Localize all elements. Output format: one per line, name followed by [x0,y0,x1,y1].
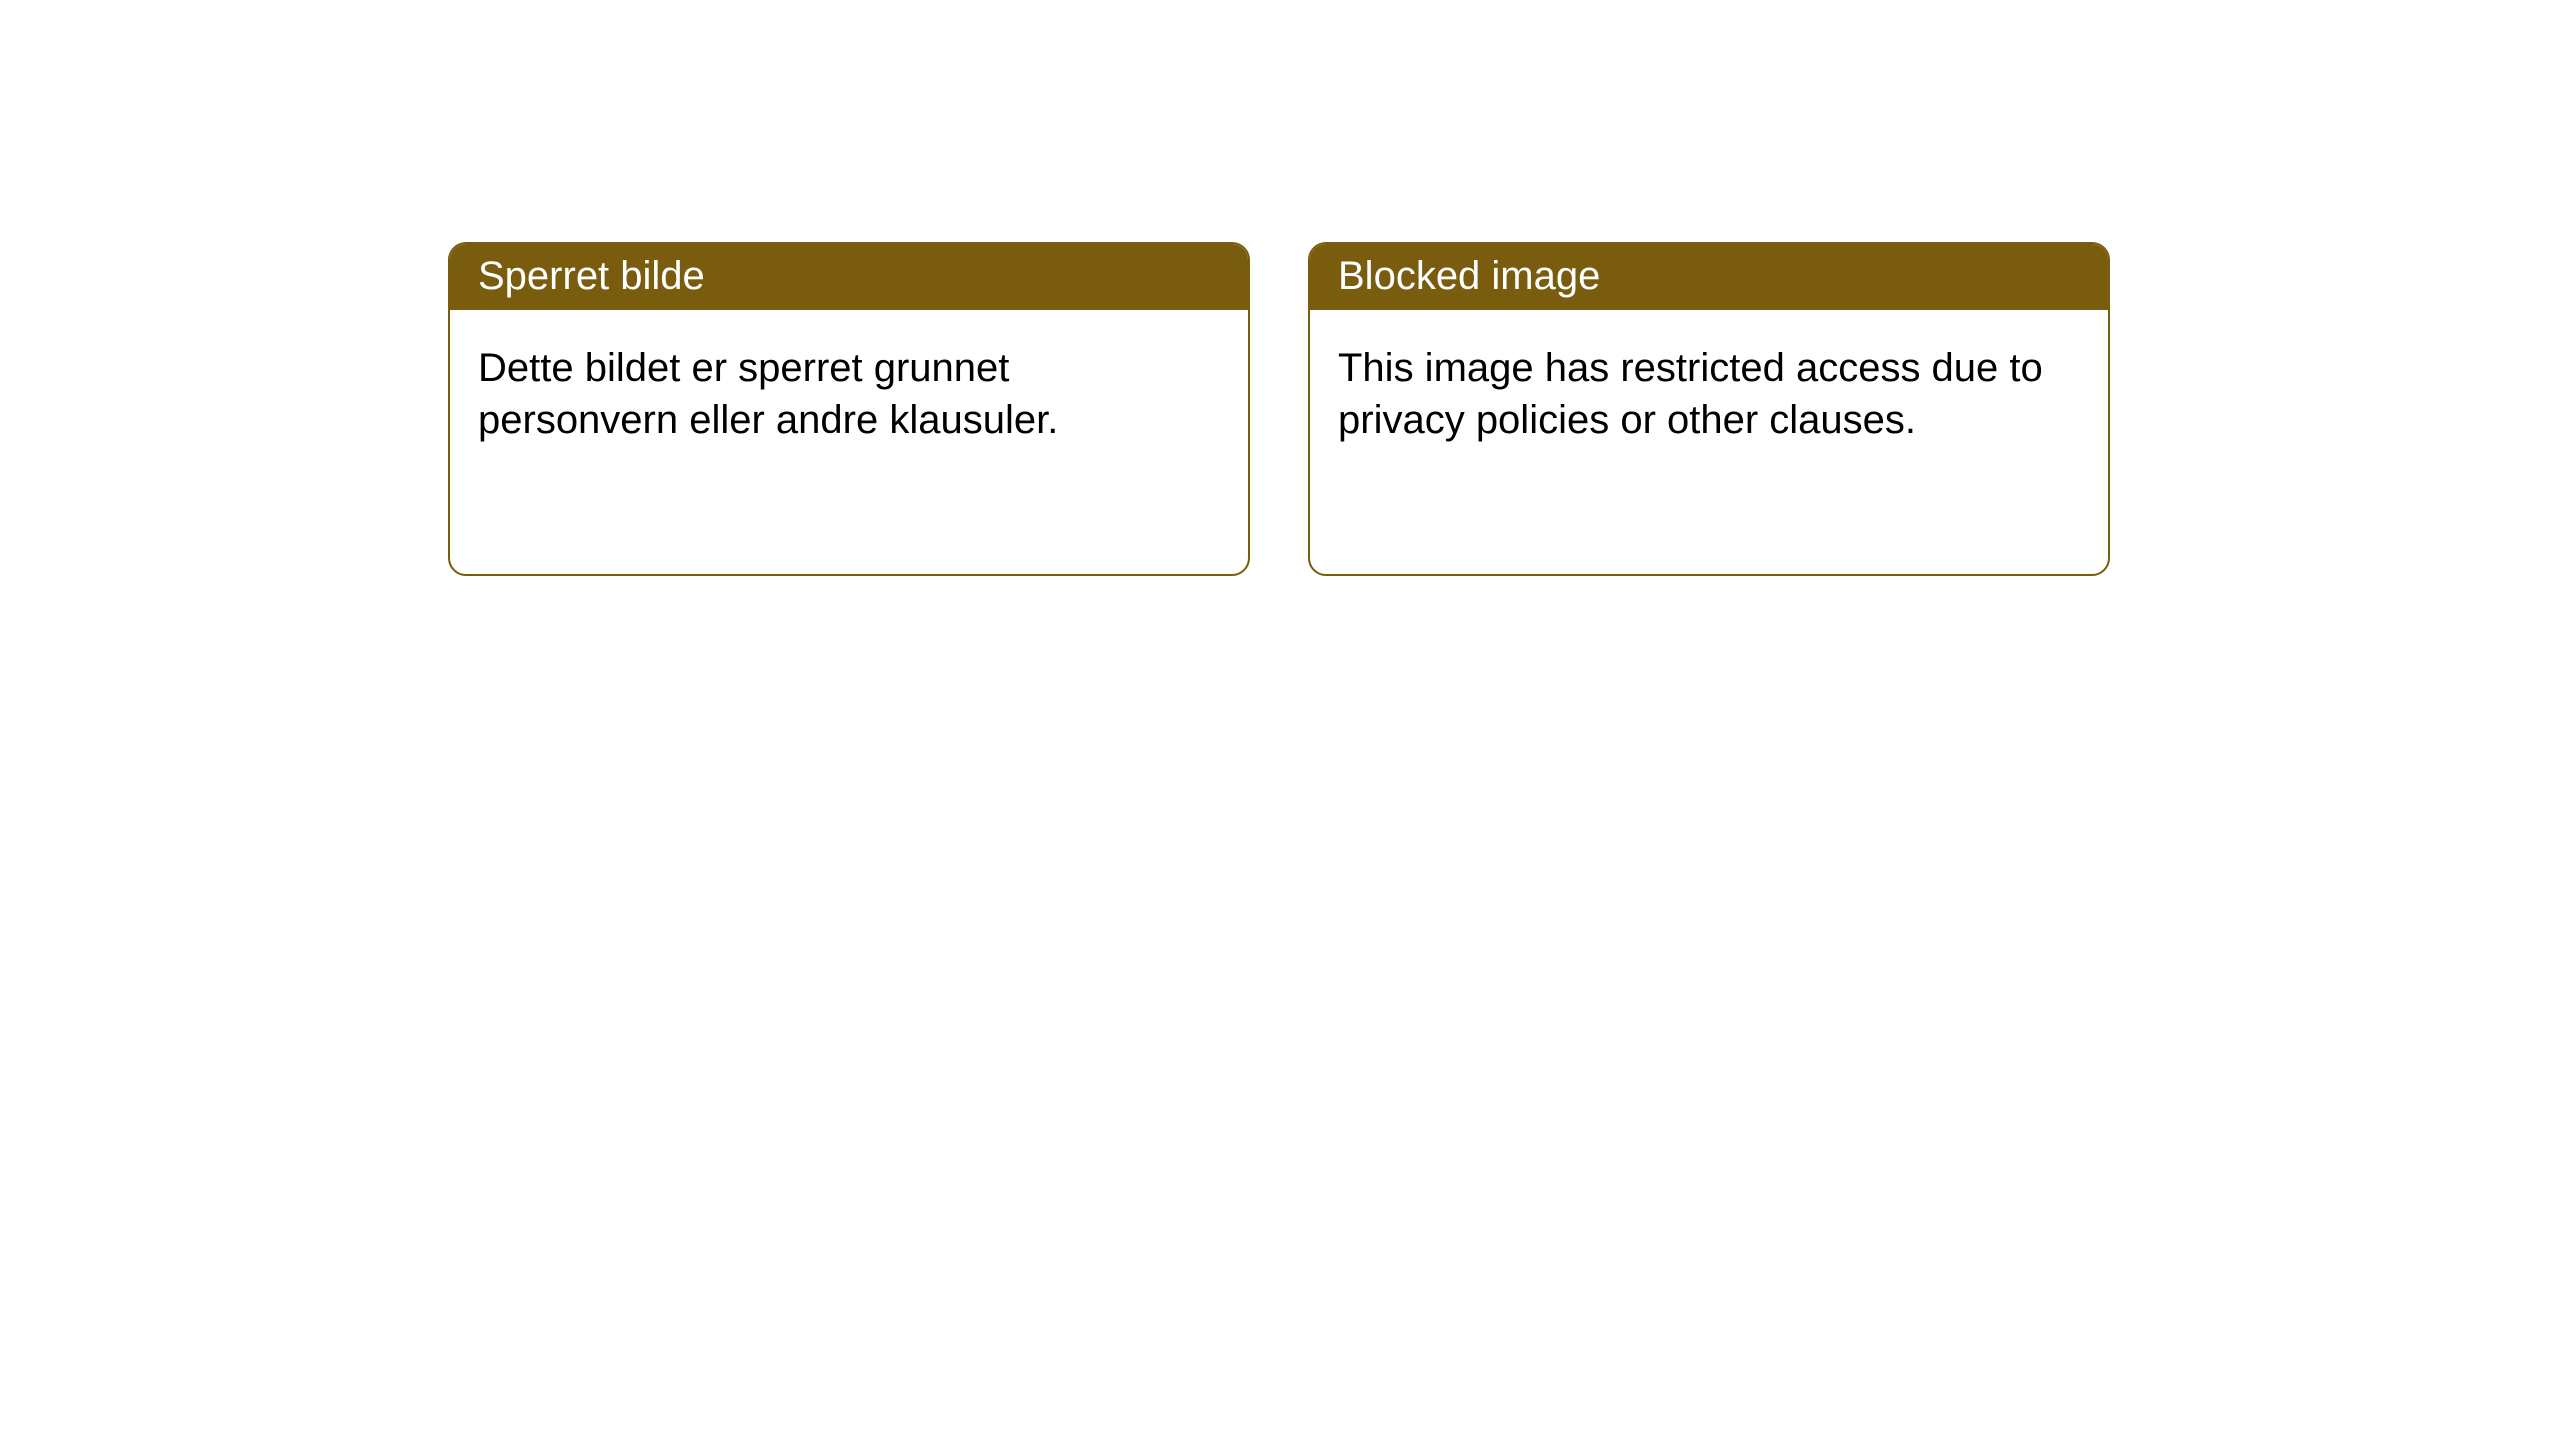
notice-container: Sperret bilde Dette bildet er sperret gr… [448,242,2110,576]
notice-body-english: This image has restricted access due to … [1310,310,2108,478]
notice-header-english: Blocked image [1310,244,2108,310]
notice-card-norwegian: Sperret bilde Dette bildet er sperret gr… [448,242,1250,576]
notice-body-norwegian: Dette bildet er sperret grunnet personve… [450,310,1248,478]
notice-header-norwegian: Sperret bilde [450,244,1248,310]
notice-card-english: Blocked image This image has restricted … [1308,242,2110,576]
